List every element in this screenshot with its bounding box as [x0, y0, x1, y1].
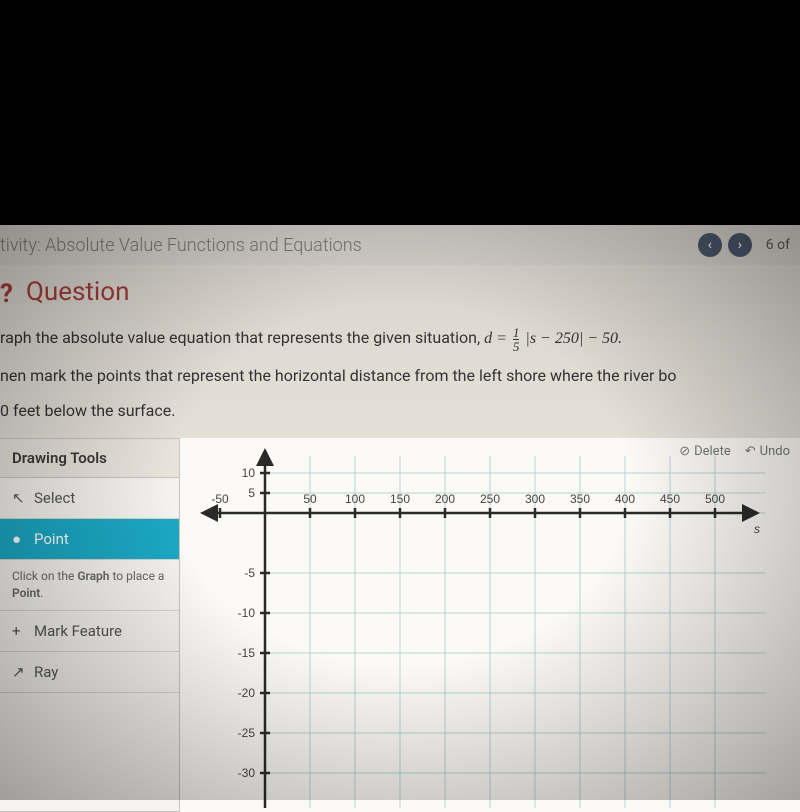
activity-title: tivity: Absolute Value Functions and Equ…	[0, 235, 362, 256]
tool-select-label: Select	[34, 489, 75, 507]
svg-text:-50: -50	[211, 492, 229, 506]
point-icon: ●	[12, 530, 26, 548]
svg-text:500: 500	[705, 492, 725, 506]
next-button[interactable]: ›	[728, 233, 752, 257]
svg-text:450: 450	[660, 492, 680, 506]
svg-text:-5: -5	[244, 566, 255, 580]
undo-button[interactable]: ↶ Undo	[745, 444, 790, 459]
tool-hint: Click on the Graph to place a Point.	[0, 560, 179, 611]
question-title: Question	[26, 277, 129, 307]
activity-bar: tivity: Absolute Value Functions and Equ…	[0, 225, 800, 265]
chevron-right-icon: ›	[738, 237, 742, 253]
undo-icon: ↶	[745, 444, 756, 459]
delete-button[interactable]: ⊘ Delete	[679, 444, 731, 459]
black-region	[0, 0, 800, 225]
svg-text:350: 350	[570, 492, 590, 506]
tool-point-label: Point	[34, 530, 69, 548]
eq-lhs: d =	[484, 330, 511, 347]
svg-text:-25: -25	[238, 726, 256, 740]
fraction-top: 1	[513, 326, 520, 340]
tools-header: Drawing Tools	[0, 439, 179, 478]
graph-toolbar: ⊘ Delete ↶ Undo	[679, 438, 790, 465]
hint-post: .	[40, 586, 43, 600]
svg-text:200: 200	[435, 492, 455, 506]
delete-icon: ⊘	[679, 444, 690, 459]
nav-buttons: ‹ › 6 of	[698, 233, 800, 257]
drawing-tools-panel: Drawing Tools ↖ Select ● Point Click on …	[0, 438, 180, 812]
delete-label: Delete	[694, 444, 731, 459]
question-icon: ?	[0, 279, 18, 305]
svg-text:300: 300	[525, 492, 545, 506]
graph-area[interactable]: ⊘ Delete ↶ Undo -50 50 100 150 200 250 300 350 4…	[180, 438, 800, 812]
graph-container: Drawing Tools ↖ Select ● Point Click on …	[0, 438, 800, 812]
prev-button[interactable]: ‹	[698, 233, 722, 257]
tool-select[interactable]: ↖ Select	[0, 478, 179, 519]
tool-ray-label: Ray	[34, 663, 58, 681]
svg-text:s: s	[754, 522, 760, 536]
fraction-bot: 5	[513, 340, 520, 353]
chevron-left-icon: ‹	[708, 237, 712, 253]
svg-text:150: 150	[390, 492, 410, 506]
svg-text:50: 50	[303, 492, 317, 506]
hint-pre: Click on the	[12, 569, 77, 583]
coordinate-grid[interactable]: -50 50 100 150 200 250 300 350 400 450 500 10 5 -5 -10…	[180, 438, 800, 808]
svg-text:400: 400	[615, 492, 635, 506]
svg-text:10: 10	[242, 466, 256, 480]
eq-mid: |s − 250| − 50.	[521, 330, 622, 347]
question-header: ? Question	[0, 265, 800, 319]
ray-icon: ↗	[12, 663, 26, 681]
instruction-text-1: raph the absolute value equation that re…	[0, 328, 484, 347]
svg-text:-30: -30	[238, 766, 256, 780]
svg-text:-20: -20	[238, 686, 256, 700]
tool-ray[interactable]: ↗ Ray	[0, 652, 179, 693]
cursor-icon: ↖	[12, 489, 26, 507]
instruction-line-2: nen mark the points that represent the h…	[0, 357, 800, 393]
instruction-line-3: 0 feet below the surface.	[0, 392, 800, 428]
svg-text:-15: -15	[238, 646, 256, 660]
tool-point[interactable]: ● Point	[0, 519, 179, 560]
equation: d = 15 |s − 250| − 50.	[484, 330, 622, 347]
plus-icon: +	[12, 622, 26, 640]
svg-text:100: 100	[345, 492, 365, 506]
tool-mark-label: Mark Feature	[34, 622, 122, 640]
svg-text:-10: -10	[238, 606, 256, 620]
fraction: 15	[513, 326, 520, 353]
svg-text:250: 250	[480, 492, 500, 506]
hint-b2: Point	[12, 586, 40, 600]
instruction-line-1: raph the absolute value equation that re…	[0, 319, 800, 357]
hint-b1: Graph	[77, 569, 109, 583]
content-area: tivity: Absolute Value Functions and Equ…	[0, 225, 800, 800]
svg-text:5: 5	[248, 486, 255, 500]
undo-label: Undo	[760, 444, 790, 459]
tool-mark-feature[interactable]: + Mark Feature	[0, 611, 179, 652]
hint-mid: to place a	[110, 569, 165, 583]
page-indicator: 6 of	[766, 237, 790, 253]
